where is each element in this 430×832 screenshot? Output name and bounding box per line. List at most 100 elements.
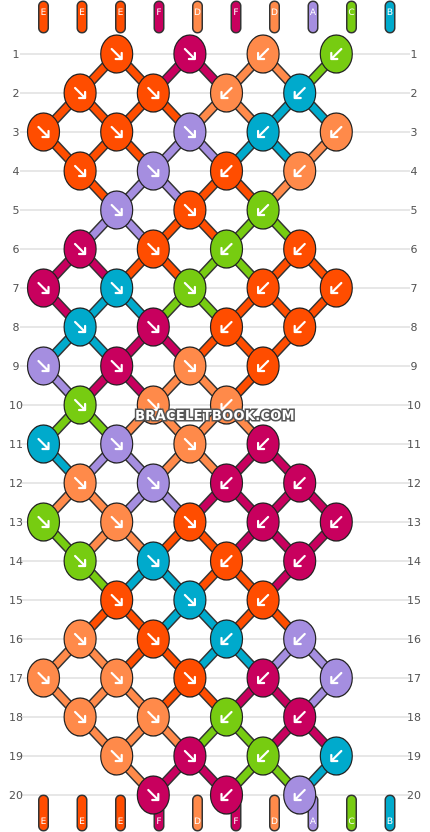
arrow-down-right-icon	[147, 788, 160, 802]
arrow-down-left-icon	[257, 281, 270, 295]
arrow-down-right-icon	[74, 710, 87, 724]
knot	[283, 463, 317, 503]
knot	[209, 307, 244, 347]
row-label-left: 14	[9, 555, 23, 568]
row-label-right: 17	[407, 672, 421, 685]
knot	[63, 697, 97, 737]
arrow-down-right-icon	[147, 632, 160, 646]
top-strand-label: E	[118, 8, 124, 18]
row-label-right: 7	[411, 282, 418, 295]
knot	[100, 346, 134, 386]
knot	[136, 697, 170, 737]
knot	[100, 268, 134, 308]
knot	[100, 190, 134, 230]
arrow-down-right-icon	[74, 242, 87, 256]
arrow-down-right-icon	[37, 359, 50, 373]
arrow-down-right-icon	[110, 281, 123, 295]
arrow-down-right-icon	[183, 203, 196, 217]
knot	[100, 34, 134, 74]
top-strand-label: E	[79, 8, 85, 18]
knot	[246, 346, 280, 386]
arrow-down-right-icon	[183, 593, 196, 607]
arrow-down-right-icon	[110, 593, 123, 607]
knot	[173, 268, 207, 308]
row-label-left: 9	[13, 360, 20, 373]
knot	[319, 658, 353, 698]
arrow-down-right-icon	[37, 125, 50, 139]
knot	[136, 229, 170, 269]
arrow-down-left-icon	[293, 86, 306, 100]
knot	[136, 775, 170, 815]
knot	[63, 619, 97, 659]
row-label-right: 3	[411, 126, 418, 139]
knot	[209, 151, 244, 191]
knot	[319, 34, 353, 74]
knot	[283, 697, 317, 737]
knot	[63, 151, 97, 191]
knot	[63, 307, 97, 347]
arrow-down-right-icon	[110, 749, 123, 763]
row-label-right: 15	[407, 594, 421, 607]
knot	[209, 73, 244, 113]
row-label-left: 15	[9, 594, 23, 607]
row-label-right: 13	[407, 516, 421, 529]
arrow-down-left-icon	[293, 788, 306, 802]
row-label-right: 1	[411, 48, 418, 61]
arrow-down-left-icon	[220, 164, 233, 178]
row-label-left: 17	[9, 672, 23, 685]
row-label-left: 6	[13, 243, 20, 256]
top-strand-label: F	[156, 8, 161, 18]
arrow-down-right-icon	[183, 437, 196, 451]
row-label-left: 20	[9, 789, 23, 802]
bottom-strand-label: D	[194, 817, 201, 827]
arrow-down-left-icon	[257, 359, 270, 373]
knot	[136, 151, 170, 191]
arrow-down-right-icon	[74, 632, 87, 646]
row-label-left: 8	[13, 321, 20, 334]
row-label-right: 14	[407, 555, 421, 568]
knot	[26, 502, 61, 542]
knot	[246, 190, 280, 230]
arrow-down-left-icon	[257, 47, 270, 61]
arrow-down-right-icon	[183, 47, 196, 61]
row-label-left: 5	[13, 204, 20, 217]
arrow-down-right-icon	[147, 242, 160, 256]
row-label-right: 20	[407, 789, 421, 802]
knot	[63, 541, 97, 581]
knot	[100, 658, 134, 698]
knot	[283, 73, 317, 113]
knot	[26, 112, 61, 152]
knot	[246, 34, 280, 74]
knot	[246, 112, 280, 152]
row-label-right: 6	[411, 243, 418, 256]
arrow-down-right-icon	[183, 125, 196, 139]
knot	[100, 736, 134, 776]
knot	[246, 424, 280, 464]
arrow-down-left-icon	[330, 47, 343, 61]
knot	[246, 268, 280, 308]
arrow-down-right-icon	[147, 86, 160, 100]
knot	[100, 112, 134, 152]
knot	[173, 34, 207, 74]
bottom-strand-label: C	[348, 817, 354, 827]
knot	[246, 736, 280, 776]
knot	[283, 775, 317, 815]
arrow-down-right-icon	[74, 86, 87, 100]
knot	[283, 151, 317, 191]
top-strand-label: A	[310, 8, 317, 18]
arrow-down-left-icon	[293, 710, 306, 724]
knot	[173, 424, 207, 464]
knot	[209, 619, 244, 659]
arrow-down-left-icon	[293, 632, 306, 646]
arrow-down-right-icon	[147, 398, 160, 412]
arrow-down-left-icon	[220, 554, 233, 568]
arrow-down-right-icon	[110, 515, 123, 529]
row-label-left: 19	[9, 750, 23, 763]
row-label-left: 18	[9, 711, 23, 724]
arrow-down-left-icon	[257, 593, 270, 607]
row-label-left: 16	[9, 633, 23, 646]
row-label-right: 11	[407, 438, 421, 451]
arrow-down-right-icon	[147, 554, 160, 568]
knot	[100, 424, 134, 464]
